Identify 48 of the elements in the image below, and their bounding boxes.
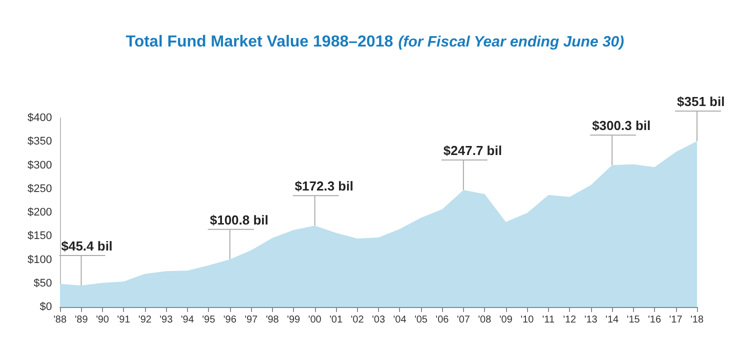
x-tick-label: '88 (53, 314, 67, 326)
chart-title: Total Fund Market Value 1988–2018 (126, 34, 394, 50)
annotation: $100.8 bil (210, 212, 268, 228)
x-tick-label: '18 (690, 314, 704, 326)
x-tick-label: '91 (117, 314, 131, 326)
y-tick-label: $50 (34, 277, 52, 290)
x-tick-label: '17 (669, 314, 683, 326)
x-tick-label: '02 (350, 314, 364, 326)
x-tick-label: '14 (606, 314, 620, 326)
x-tick-label: '04 (393, 314, 407, 326)
annotation: $247.7 bil (443, 142, 502, 158)
y-tick-label: $100 (28, 254, 52, 266)
y-tick-label: $350 (28, 136, 52, 148)
x-tick-label: '89 (74, 314, 88, 326)
x-tick-label: '99 (287, 314, 301, 326)
x-tick-label: '90 (96, 314, 110, 326)
x-tick-label: '96 (223, 314, 237, 326)
y-tick-label: $0 (40, 301, 52, 313)
y-tick-label: $400 (28, 112, 52, 124)
x-tick-label: '08 (478, 314, 492, 326)
annotation: $45.4 bil (61, 238, 113, 254)
x-tick-label: '06 (436, 314, 450, 326)
x-tick-label: '97 (244, 314, 258, 326)
x-tick-label: '95 (202, 314, 216, 326)
x-tick-label: '01 (330, 314, 343, 326)
x-tick-label: '09 (499, 314, 513, 326)
x-tick-label: '15 (626, 314, 640, 326)
x-tick-label: '07 (456, 314, 470, 326)
x-tick-label: '92 (138, 314, 152, 326)
x-tick-label: '11 (542, 314, 555, 326)
y-tick-label: $150 (28, 230, 52, 242)
x-tick-label: '13 (584, 314, 598, 326)
x-tick-label: '94 (180, 314, 194, 326)
x-tick-label: '12 (563, 314, 577, 326)
annotation: $172.3 bil (294, 178, 354, 194)
x-tick-label: '93 (160, 314, 174, 326)
x-tick-label: '16 (648, 314, 662, 326)
x-tick-label: '03 (372, 314, 386, 326)
chart-subtitle: (for Fiscal Year ending June 30) (398, 34, 624, 50)
y-tick-label: $200 (28, 206, 52, 218)
y-tick-label: $300 (28, 159, 52, 172)
x-tick-label: '98 (266, 314, 280, 326)
x-tick-label: '05 (414, 314, 428, 326)
y-tick-label: $250 (28, 182, 52, 195)
annotation: $300.3 bil (592, 118, 651, 134)
x-tick-label: '00 (308, 314, 322, 326)
annotation: $351 bil (677, 94, 725, 110)
x-tick-label: '10 (520, 314, 534, 326)
